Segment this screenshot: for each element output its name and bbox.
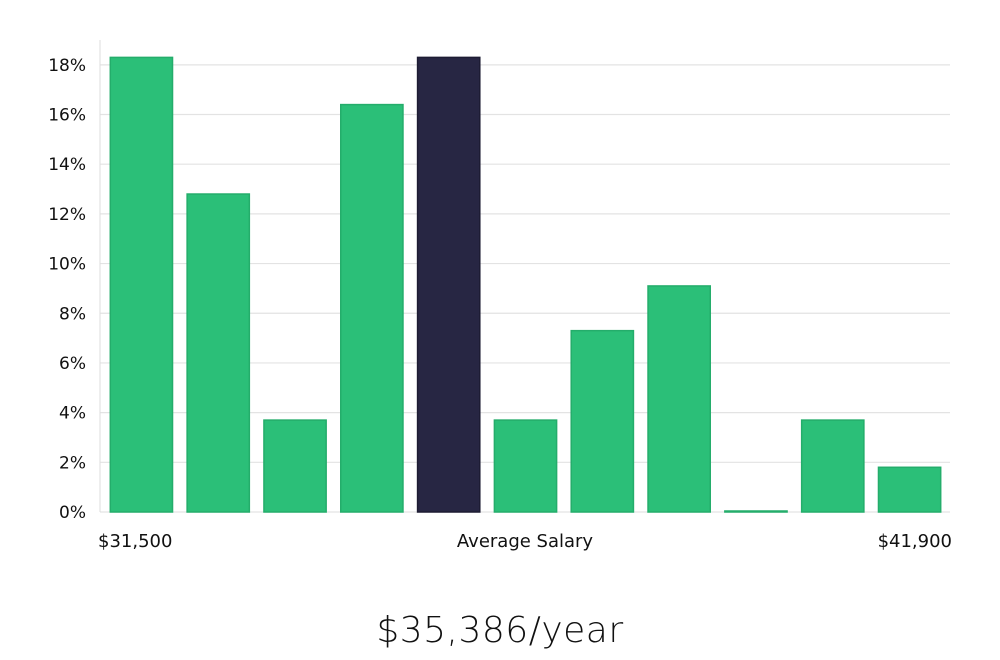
bars bbox=[109, 56, 942, 513]
y-axis-ticks: 0% 2% 4% 6% 8% 10% 12% 14% 16% 18% bbox=[48, 56, 86, 523]
y-tick-label: 6% bbox=[59, 354, 86, 374]
bar bbox=[647, 285, 711, 513]
y-tick-label: 2% bbox=[59, 453, 86, 473]
average-salary-value: $35,386/year bbox=[376, 610, 624, 651]
bar bbox=[724, 510, 788, 513]
bar bbox=[186, 193, 251, 513]
y-tick-label: 18% bbox=[48, 56, 86, 76]
bar bbox=[340, 103, 404, 513]
y-tick-label: 0% bbox=[59, 503, 86, 523]
y-tick-label: 12% bbox=[48, 205, 86, 225]
bar bbox=[109, 56, 174, 513]
x-axis-max-label: $41,900 bbox=[878, 531, 952, 552]
y-tick-label: 8% bbox=[59, 304, 86, 324]
y-tick-label: 10% bbox=[48, 255, 86, 275]
x-axis-center-label: Average Salary bbox=[457, 531, 594, 552]
x-axis-min-label: $31,500 bbox=[98, 531, 172, 552]
salary-distribution-chart: 0% 2% 4% 6% 8% 10% 12% 14% 16% 18% $31,500 Averag… bbox=[48, 40, 952, 552]
bar-average-salary bbox=[416, 56, 481, 513]
y-tick-label: 4% bbox=[59, 404, 86, 424]
y-tick-label: 14% bbox=[48, 155, 86, 175]
bar bbox=[493, 419, 558, 513]
y-tick-label: 16% bbox=[48, 106, 86, 126]
bar bbox=[800, 419, 865, 513]
bar bbox=[263, 419, 327, 513]
bar bbox=[570, 329, 635, 513]
bar bbox=[877, 466, 942, 513]
